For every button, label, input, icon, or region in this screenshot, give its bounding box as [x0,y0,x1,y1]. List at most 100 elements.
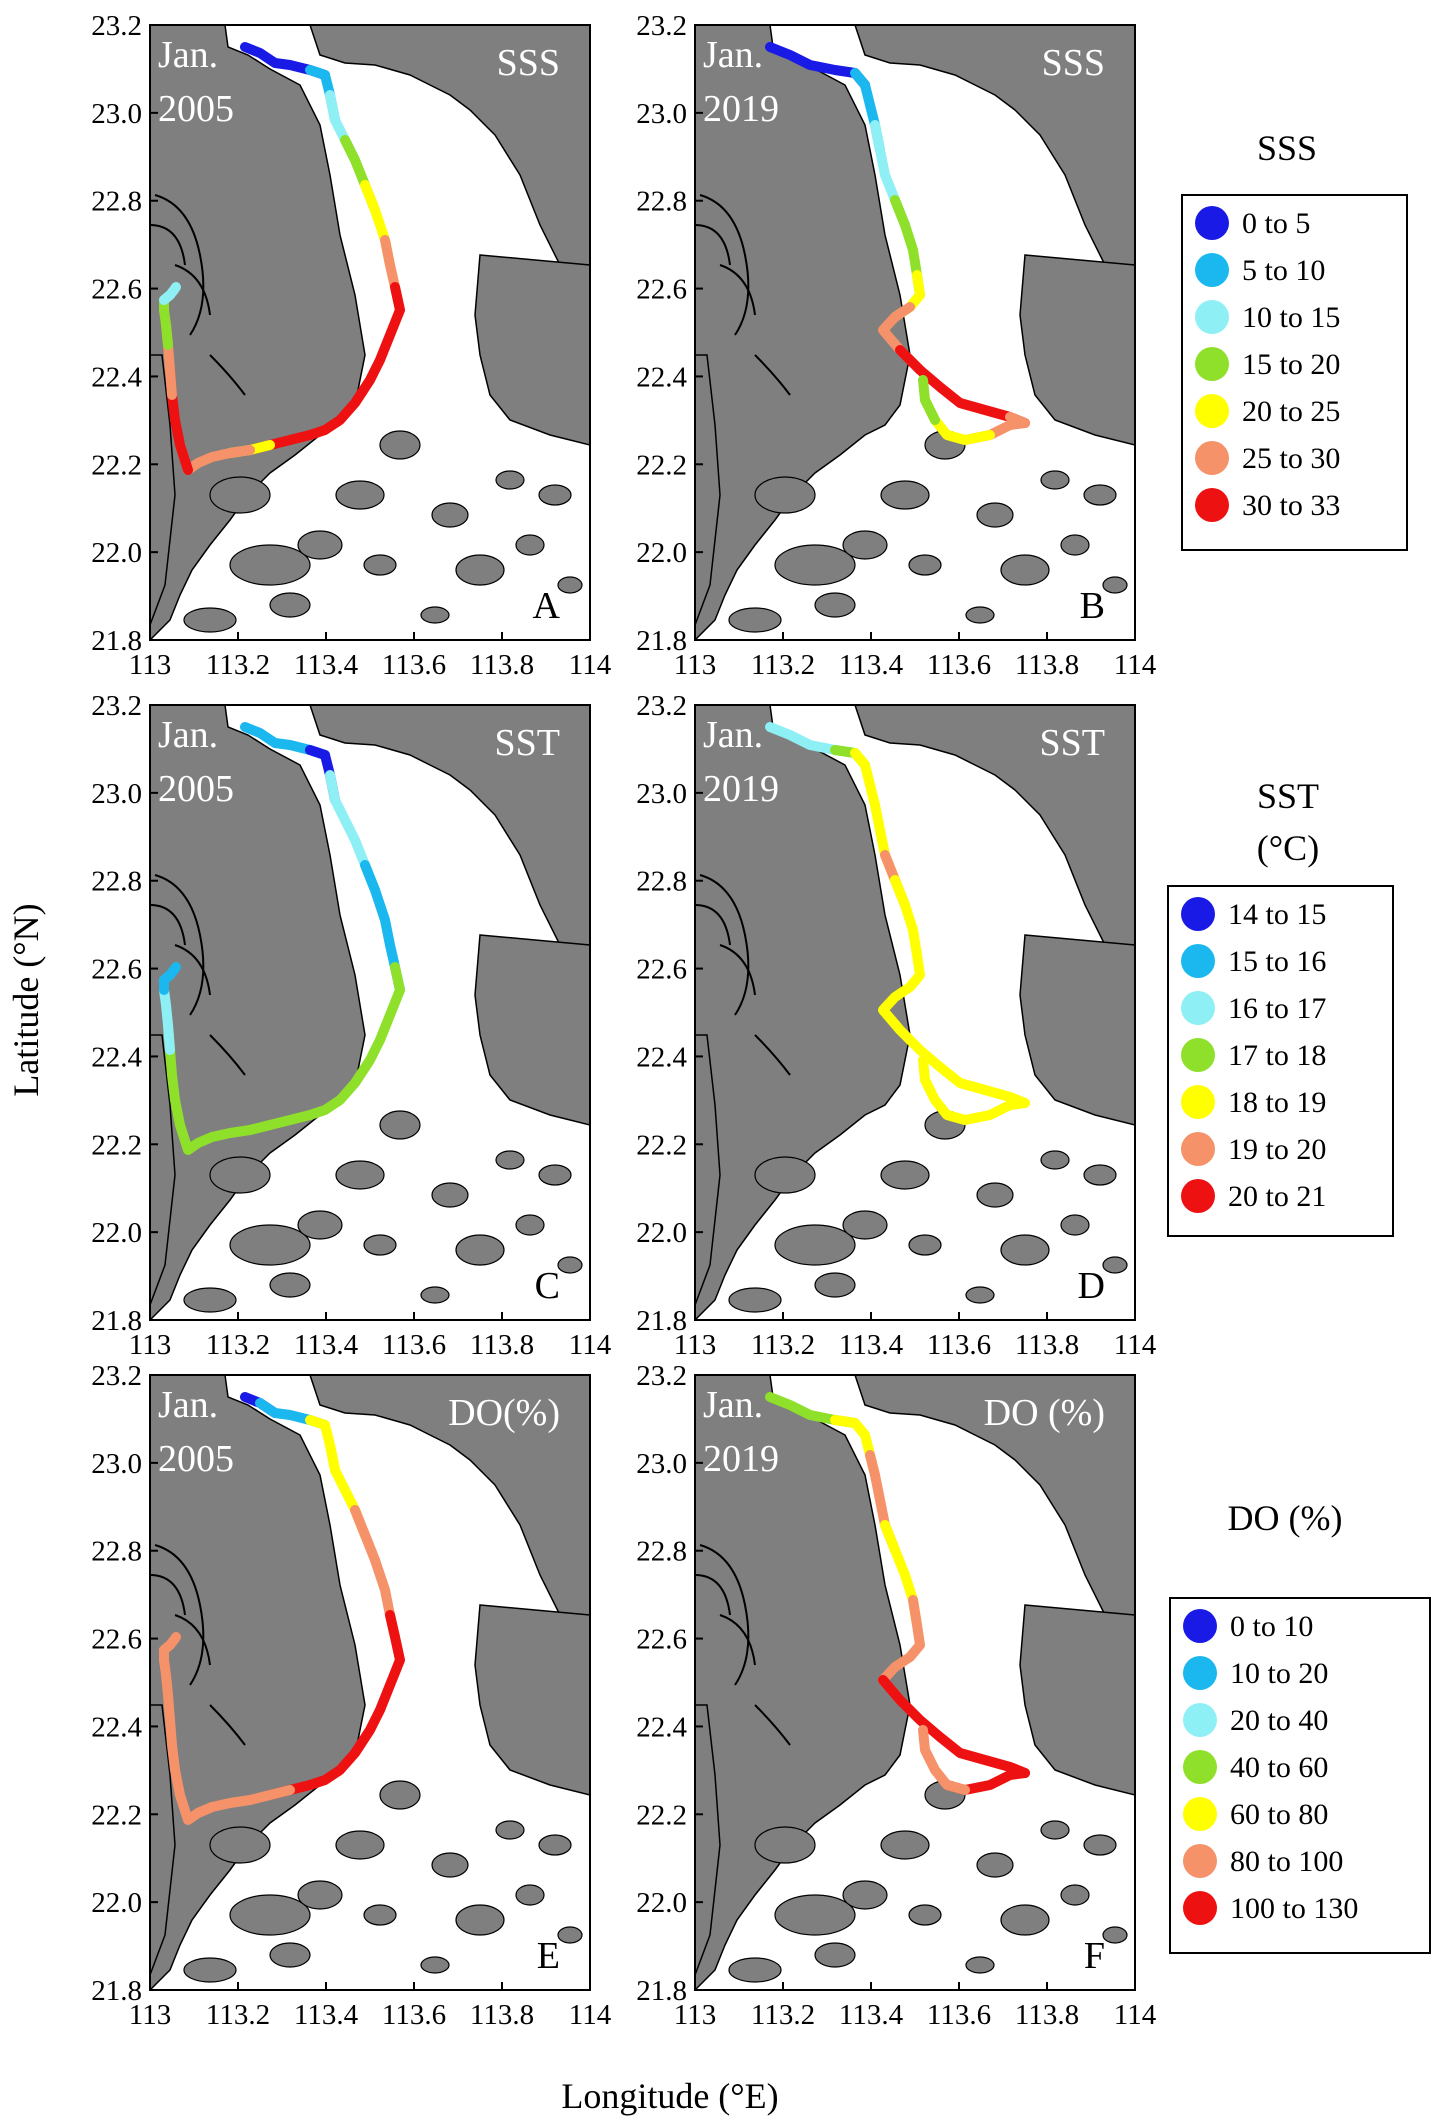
land-polygon [1019,934,1135,1126]
y-tick-label: 22.8 [91,1536,142,1568]
island [269,592,311,618]
date-label-month: Jan. [158,1384,218,1426]
panel-frame [149,24,591,641]
island [495,1820,525,1840]
panel-letter: A [533,585,561,627]
y-tick-label: 22.8 [636,866,687,898]
x-tick-label: 113.2 [206,1329,270,1361]
x-tick-label: 114 [569,649,612,681]
date-label-year: 2019 [703,768,779,810]
land-polygon [474,1604,590,1796]
river-line [154,1544,205,1686]
x-axis-label: Longitude (°E) [561,2076,778,2116]
y-tick-label: 23.0 [91,778,142,810]
track-segment [163,1020,275,1155]
island [1040,470,1070,490]
island [420,1286,450,1304]
x-tick-label: 113.4 [294,1329,359,1361]
y-tick-label: 22.0 [91,1887,142,1919]
legend-swatch [1195,253,1229,287]
river-line [209,354,246,396]
x-tick-label: 113.4 [294,649,359,681]
legend-label: 16 to 17 [1228,992,1326,1025]
river-line [174,264,211,316]
island [965,606,995,624]
panel-frame [694,24,1136,641]
river-line [719,944,756,996]
island [1060,1884,1090,1906]
map-layer [150,705,590,1320]
y-tick-label: 23.0 [636,1448,687,1480]
island [379,1110,421,1140]
x-tick-label: 114 [1114,1329,1157,1361]
island [335,480,385,510]
island [495,1150,525,1170]
island [363,554,397,576]
date-label-month: Jan. [158,714,218,756]
date-label-year: 2005 [158,88,234,130]
island [335,1830,385,1860]
date-label-year: 2019 [703,1438,779,1480]
river-line [174,944,211,996]
island [728,1287,782,1313]
x-tick-label: 113.8 [1015,1329,1079,1361]
map-layer [695,705,1135,1320]
legend-swatch [1183,1609,1217,1643]
island [379,430,421,460]
y-tick-label: 22.0 [636,1217,687,1249]
island [774,544,856,586]
x-tick-label: 113.6 [927,649,991,681]
river-line [754,1704,791,1746]
y-tick-label: 23.0 [636,98,687,130]
island [754,476,816,514]
island [842,1880,888,1910]
island [183,607,237,633]
y-tick-label: 21.8 [636,625,687,657]
island [431,1852,469,1878]
river-line [209,1034,246,1076]
date-label-year: 2019 [703,88,779,130]
map-layer [150,25,590,640]
y-tick-label: 22.0 [636,537,687,569]
land-polygon [474,254,590,446]
y-tick-label: 22.2 [91,1799,142,1831]
y-tick-label: 23.2 [636,10,687,42]
x-tick-label: 113.6 [927,1329,991,1361]
y-tick-label: 22.0 [91,537,142,569]
island [420,1956,450,1974]
legend-label: 20 to 25 [1242,395,1340,428]
legend-swatch [1195,488,1229,522]
island [363,1234,397,1256]
x-tick-label: 113 [674,1999,716,2031]
island [431,502,469,528]
x-tick-label: 113.6 [927,1999,991,2031]
date-label-year: 2005 [158,768,234,810]
track-segment [159,1632,217,1825]
legend-swatch [1183,1891,1217,1925]
legend-label: 80 to 100 [1230,1845,1343,1878]
island [297,1210,343,1240]
variable-label: SSS [1042,42,1105,84]
legend-swatch [1195,394,1229,428]
river-line [754,1034,791,1076]
legend-swatch [1195,300,1229,334]
map-layer [695,1375,1135,1990]
legend-swatch [1183,1797,1217,1831]
y-tick-label: 22.4 [91,1711,142,1743]
variable-label: DO(%) [448,1392,560,1434]
island [335,1160,385,1190]
legend-swatch [1181,1038,1215,1072]
river-line [150,224,186,266]
river-line [719,264,756,316]
track-segment [918,375,940,425]
legend-swatch [1183,1844,1217,1878]
land-polygon [150,354,176,626]
river-line [754,354,791,396]
x-tick-label: 113 [674,1329,716,1361]
river-line [154,194,205,336]
river-line [150,1574,186,1616]
y-tick-label: 22.6 [636,274,687,306]
